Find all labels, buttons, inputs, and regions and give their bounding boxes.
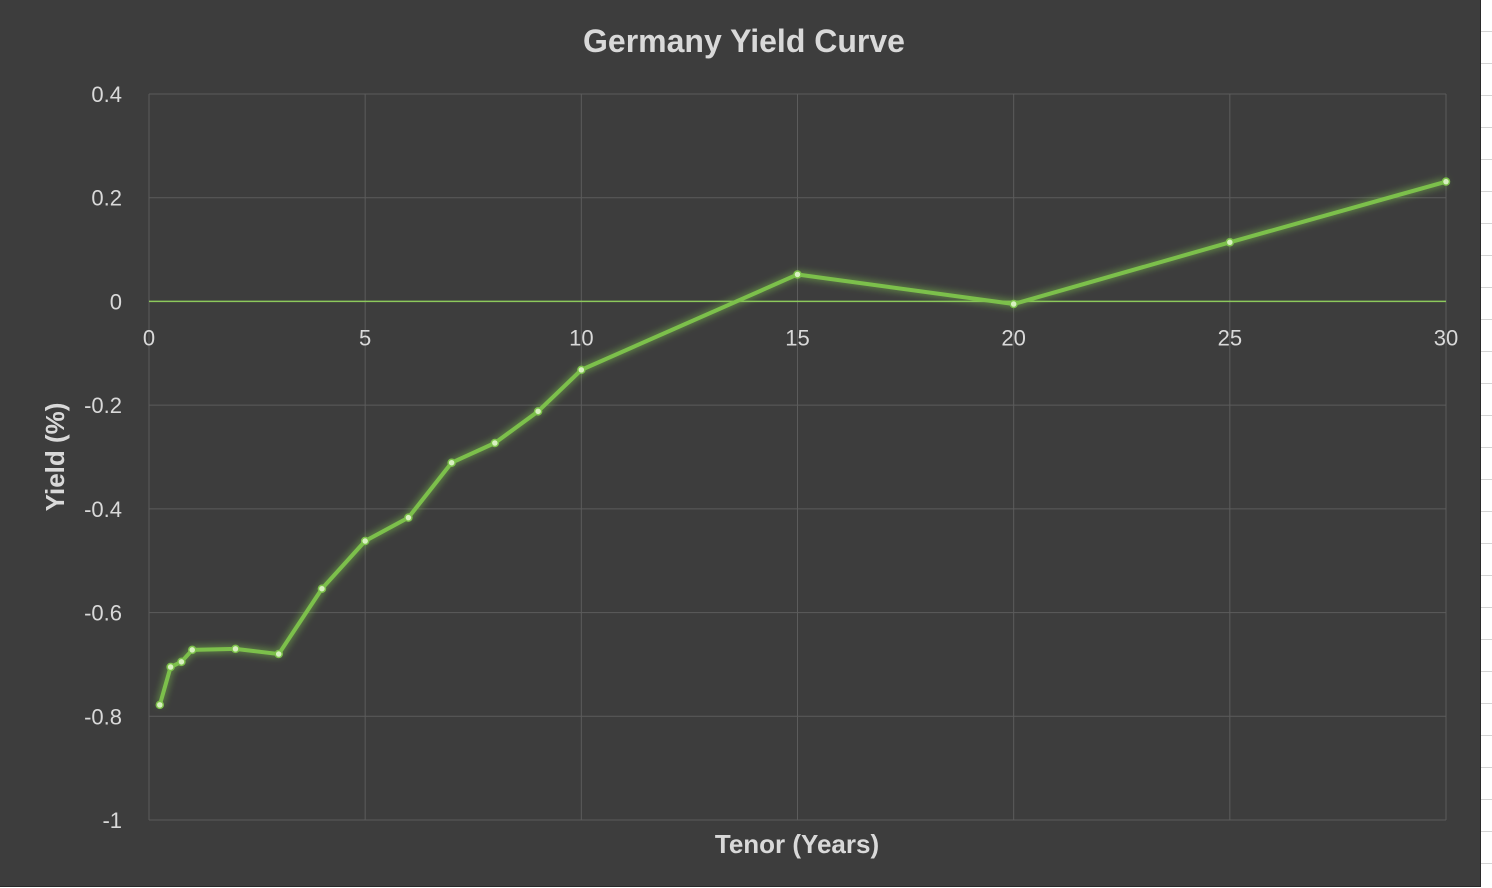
data-point — [1441, 177, 1451, 186]
x-tick-label: 0 — [143, 325, 155, 350]
grid-lines — [148, 93, 1447, 821]
y-tick-label: -0.4 — [84, 497, 122, 522]
data-point — [187, 645, 197, 655]
y-tick-label: 0.4 — [91, 82, 122, 107]
data-point — [177, 657, 186, 667]
data-point — [793, 270, 802, 279]
y-tick-label: 0.2 — [91, 186, 122, 211]
data-point — [490, 438, 500, 448]
x-tick-label: 15 — [785, 325, 809, 350]
spreadsheet-grid-edge — [1481, 0, 1492, 888]
y-tick-label: -1 — [102, 808, 122, 833]
data-point — [577, 365, 586, 375]
data-point — [360, 536, 370, 546]
y-tick-label: -0.6 — [84, 601, 122, 626]
x-tick-label: 25 — [1218, 325, 1242, 350]
chart-title: Germany Yield Curve — [583, 23, 905, 59]
data-point — [155, 700, 165, 710]
y-tick-label: 0 — [110, 289, 122, 314]
y-tick-label: -0.8 — [84, 704, 122, 729]
data-point — [447, 458, 456, 467]
series-layer — [155, 177, 1451, 710]
x-tick-label: 5 — [359, 325, 371, 350]
data-point — [404, 513, 413, 522]
data-point — [1009, 299, 1018, 309]
x-tick-label: 30 — [1434, 325, 1458, 350]
data-point — [533, 407, 543, 416]
x-tick-label: 20 — [1001, 325, 1025, 350]
y-tick-label: -0.2 — [84, 393, 122, 418]
data-point — [166, 662, 175, 672]
data-point — [317, 584, 327, 593]
series-line — [157, 179, 1447, 706]
x-tick-label: 10 — [569, 325, 593, 350]
y-axis-title: Yield (%) — [40, 403, 70, 512]
tick-labels: 0.4 0.2 0 -0.2 -0.4 -0.6 -0.8 -1 0 5 10 15 20 25 30 — [84, 82, 1458, 833]
x-axis-title: Tenor (Years) — [715, 829, 879, 859]
data-point — [1225, 238, 1235, 247]
data-point — [274, 649, 283, 659]
data-point — [231, 644, 240, 654]
